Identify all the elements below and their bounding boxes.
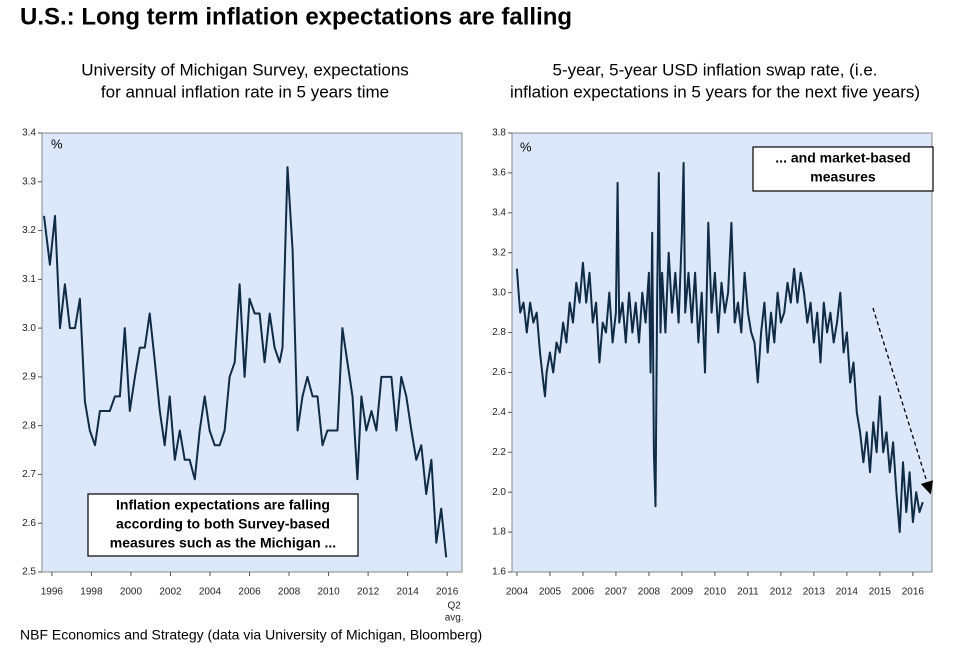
unit-label: %: [520, 139, 532, 154]
x-tick-label: 2002: [159, 587, 182, 598]
x-tick-label: 2009: [671, 587, 694, 598]
note-text: measures: [810, 169, 876, 185]
x-tick-label: 1998: [80, 587, 103, 598]
y-tick-label: 2.6: [492, 367, 506, 378]
y-tick-label: 1.8: [492, 527, 506, 538]
x-tick-label: 2013: [803, 587, 826, 598]
x-tick-label: 2014: [397, 587, 420, 598]
x-tick-label: 2012: [357, 587, 380, 598]
y-tick-label: 3.2: [492, 247, 506, 258]
y-tick-label: 2.6: [22, 518, 36, 529]
y-tick-label: 3.4: [492, 207, 506, 218]
x-tick-label: 2008: [278, 587, 301, 598]
x-tick-label: 2010: [317, 587, 340, 598]
page-title: U.S.: Long term inflation expectations a…: [20, 3, 572, 30]
y-tick-label: 2.5: [22, 567, 36, 578]
panel-title: inflation expectations in 5 years for th…: [510, 82, 920, 101]
panel-title: for annual inflation rate in 5 years tim…: [101, 82, 389, 101]
y-tick-label: 2.4: [492, 407, 506, 418]
x-tick-label: 2000: [120, 587, 143, 598]
source-note: NBF Economics and Strategy (data via Uni…: [20, 627, 482, 643]
y-tick-label: 3.8: [492, 128, 506, 139]
y-tick-label: 3.0: [492, 287, 506, 298]
y-tick-label: 2.8: [22, 420, 36, 431]
x-tick-label: 2016: [902, 587, 925, 598]
panel-title: 5-year, 5-year USD inflation swap rate, …: [552, 60, 877, 79]
x-tick-label: 2008: [638, 587, 661, 598]
panel: University of Michigan Survey, expectati…: [22, 60, 464, 623]
x-tick-label: 2014: [836, 587, 859, 598]
y-tick-label: 3.1: [22, 274, 36, 285]
note-text: ... and market-based: [775, 150, 910, 166]
data-line: [43, 166, 448, 558]
y-tick-label: 3.3: [22, 176, 36, 187]
x-tick-label: 2012: [770, 587, 793, 598]
note-box: [752, 146, 934, 192]
y-tick-label: 2.9: [22, 372, 36, 383]
y-tick-label: 2.7: [22, 469, 36, 480]
y-tick-label: 2.8: [492, 327, 506, 338]
panel-title: University of Michigan Survey, expectati…: [81, 60, 409, 79]
x-tick-label: 2010: [704, 587, 727, 598]
data-line: [515, 161, 924, 534]
x-tick-label: 2004: [199, 587, 222, 598]
y-tick-label: 2.2: [492, 447, 506, 458]
panel: 5-year, 5-year USD inflation swap rate, …: [492, 60, 934, 598]
y-tick-label: 1.6: [492, 567, 506, 578]
note-text: Inflation expectations are falling: [116, 497, 330, 513]
x-tick-label: 2015: [869, 587, 892, 598]
x-tick-label: 2006: [572, 587, 595, 598]
y-tick-label: 3.6: [492, 168, 506, 179]
plot-area: [511, 132, 933, 573]
note-box: [87, 493, 359, 557]
y-tick-label: 3.2: [22, 225, 36, 236]
x-tick-label: 2006: [238, 587, 261, 598]
y-tick-label: 2.0: [492, 487, 506, 498]
x-tick-label: 2011: [737, 587, 759, 598]
x-tick-label: 2007: [605, 587, 628, 598]
x-note: Q2: [448, 601, 462, 612]
note-text: measures such as the Michigan ...: [110, 535, 336, 551]
x-tick-label: 2016: [436, 587, 459, 598]
x-tick-label: 1996: [41, 587, 64, 598]
x-tick-label: 2004: [506, 587, 529, 598]
x-tick-label: 2005: [539, 587, 562, 598]
x-note: avg.: [445, 613, 464, 624]
note-text: according to both Survey-based: [116, 516, 330, 532]
y-tick-label: 3.0: [22, 323, 36, 334]
unit-label: %: [51, 136, 63, 151]
y-tick-label: 3.4: [22, 128, 36, 139]
